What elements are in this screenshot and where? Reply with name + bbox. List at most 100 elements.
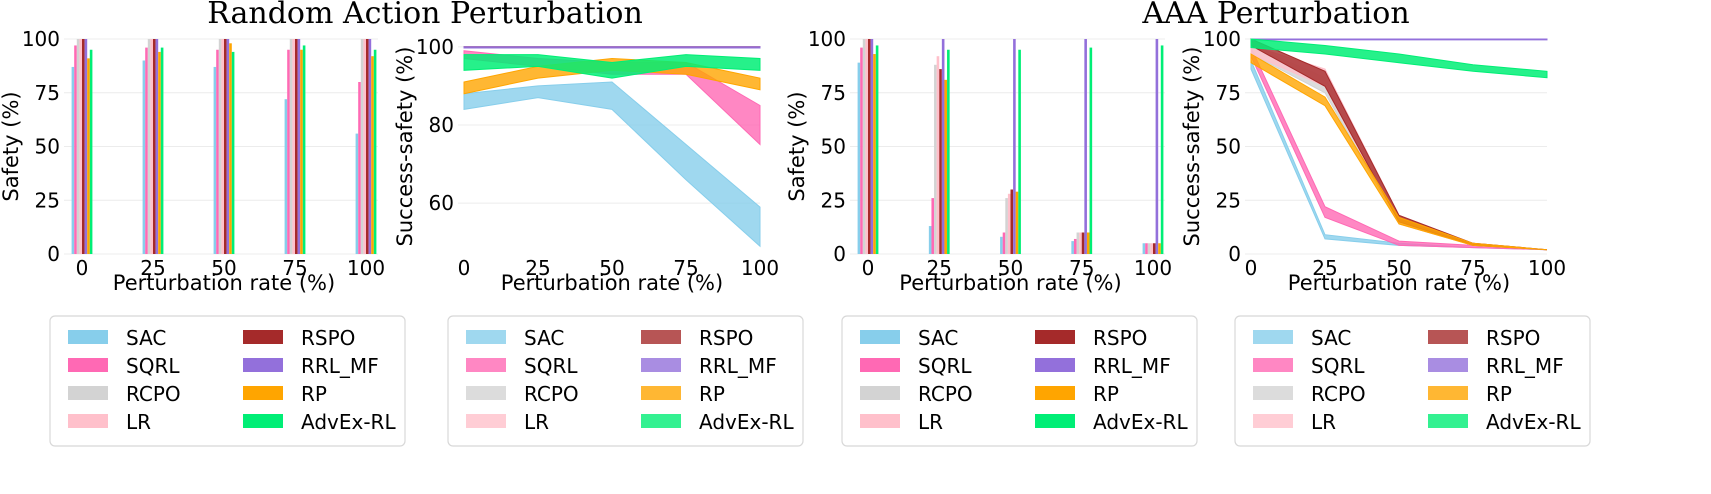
bar-sqrl-75 <box>1073 238 1077 254</box>
legend-label-rrl-mf: RRL_MF <box>301 354 379 378</box>
bar-rrl-mf-75 <box>1084 39 1087 254</box>
legend-label-rrl-mf: RRL_MF <box>699 354 777 378</box>
bar-rrl-mf-25 <box>941 39 945 254</box>
bar-rcpo-50 <box>218 39 222 254</box>
bar-rp-75 <box>300 49 303 254</box>
bar-advex-rl-50 <box>231 51 235 255</box>
x-tick-label: 75 <box>1069 256 1094 280</box>
legend-label-sqrl: SQRL <box>918 354 972 378</box>
bar-sac-100 <box>1142 243 1146 254</box>
y-tick-label: 75 <box>1216 81 1241 105</box>
bar-rrl-mf-50 <box>226 39 230 254</box>
legend-swatch-rp <box>1035 386 1075 400</box>
legend-label-rspo: RSPO <box>301 326 355 350</box>
bar-rcpo-100 <box>1147 243 1151 254</box>
legend-label-advex-rl: AdvEx-RL <box>1093 410 1188 434</box>
y-tick-label: 25 <box>1216 188 1241 212</box>
legend-label-sac: SAC <box>524 326 564 350</box>
y-axis-label: Success-safety (%) <box>393 47 417 247</box>
bar-sac-50 <box>213 66 217 254</box>
legend-label-rp: RP <box>301 382 327 406</box>
band-advex-rl <box>463 54 761 79</box>
legend-swatch-rp <box>243 386 283 400</box>
legend-label-rcpo: RCPO <box>524 382 579 406</box>
bar-lr-75 <box>292 39 295 254</box>
bar-rspo-100 <box>1153 243 1156 254</box>
bar-rspo-25 <box>939 69 942 254</box>
bar-rp-0 <box>87 58 90 254</box>
legend-label-rrl-mf: RRL_MF <box>1093 354 1171 378</box>
legend-swatch-rrl-mf <box>243 358 283 372</box>
legend <box>49 315 406 447</box>
bar-rspo-50 <box>1010 189 1014 254</box>
band-rrl-mf <box>463 46 761 49</box>
bar-sac-100 <box>355 133 359 254</box>
x-tick-label: 75 <box>282 256 307 280</box>
bar-lr-50 <box>1007 193 1011 254</box>
bar-rp-100 <box>1158 243 1161 254</box>
bar-sac-0 <box>71 66 75 254</box>
bar-sqrl-100 <box>358 82 361 254</box>
y-tick-label: 100 <box>808 27 846 51</box>
bar-rcpo-100 <box>360 39 364 254</box>
bar-rp-100 <box>371 56 374 255</box>
legend-label-rspo: RSPO <box>1093 326 1147 350</box>
legend-label-advex-rl: AdvEx-RL <box>301 410 396 434</box>
legend-swatch-sqrl <box>860 358 900 372</box>
bar-sac-75 <box>1071 241 1074 254</box>
legend-swatch-rp <box>641 386 681 400</box>
bar-sqrl-25 <box>145 47 148 254</box>
bar-rrl-mf-75 <box>297 39 301 254</box>
bar-rcpo-50 <box>1005 198 1008 254</box>
legend-label-sac: SAC <box>126 326 166 350</box>
x-tick-label: 100 <box>741 256 779 280</box>
band-sqrl <box>1250 47 1548 251</box>
x-axis-label: Perturbation rate (%) <box>501 271 723 295</box>
legend-swatch-lr <box>466 414 506 428</box>
band-rp <box>1250 53 1548 251</box>
x-tick-label: 50 <box>998 256 1023 280</box>
legend-label-rp: RP <box>1486 382 1512 406</box>
bar-rspo-0 <box>868 39 871 254</box>
band-advex-rl <box>1250 38 1548 79</box>
bar-advex-rl-25 <box>160 47 164 254</box>
bar-sqrl-50 <box>1002 232 1006 254</box>
legend-label-rcpo: RCPO <box>1311 382 1366 406</box>
bar-rp-25 <box>944 79 948 254</box>
x-tick-label: 25 <box>525 256 550 280</box>
bar-sqrl-25 <box>931 198 935 254</box>
legend-swatch-lr <box>68 414 108 428</box>
bar-rspo-25 <box>153 39 156 254</box>
bar-rp-0 <box>873 54 876 254</box>
y-tick-label: 50 <box>35 135 60 159</box>
legend-swatch-advex-rl <box>243 414 283 428</box>
bar-rcpo-0 <box>76 39 80 254</box>
legend-swatch-sac <box>860 330 900 344</box>
x-axis-label: Perturbation rate (%) <box>1288 271 1510 295</box>
legend-label-sqrl: SQRL <box>126 354 180 378</box>
bar-lr-0 <box>79 39 82 254</box>
x-tick-label: 100 <box>1134 256 1172 280</box>
legend-label-rcpo: RCPO <box>126 382 181 406</box>
legend-swatch-sac <box>466 330 506 344</box>
bar-advex-rl-0 <box>875 45 879 255</box>
y-tick-label: 60 <box>429 191 454 215</box>
x-axis-label: Perturbation rate (%) <box>113 271 335 295</box>
bar-rcpo-75 <box>1076 232 1080 254</box>
bar-advex-rl-75 <box>1089 47 1093 254</box>
bar-rp-50 <box>229 43 232 254</box>
bar-lr-75 <box>1079 232 1082 254</box>
legend-label-rp: RP <box>1093 382 1119 406</box>
title-random-action-perturbation: Random Action Perturbation <box>207 0 643 31</box>
legend-swatch-rrl-mf <box>1035 358 1075 372</box>
legend-label-rspo: RSPO <box>699 326 753 350</box>
legend-swatch-sqrl <box>68 358 108 372</box>
legend-swatch-lr <box>1253 414 1293 428</box>
bar-lr-0 <box>865 39 868 254</box>
bar-advex-rl-100 <box>1160 45 1164 255</box>
legend-swatch-rcpo <box>1253 386 1293 400</box>
legend-label-lr: LR <box>1311 410 1336 434</box>
bar-rspo-0 <box>82 39 85 254</box>
y-tick-label: 0 <box>1228 242 1241 266</box>
